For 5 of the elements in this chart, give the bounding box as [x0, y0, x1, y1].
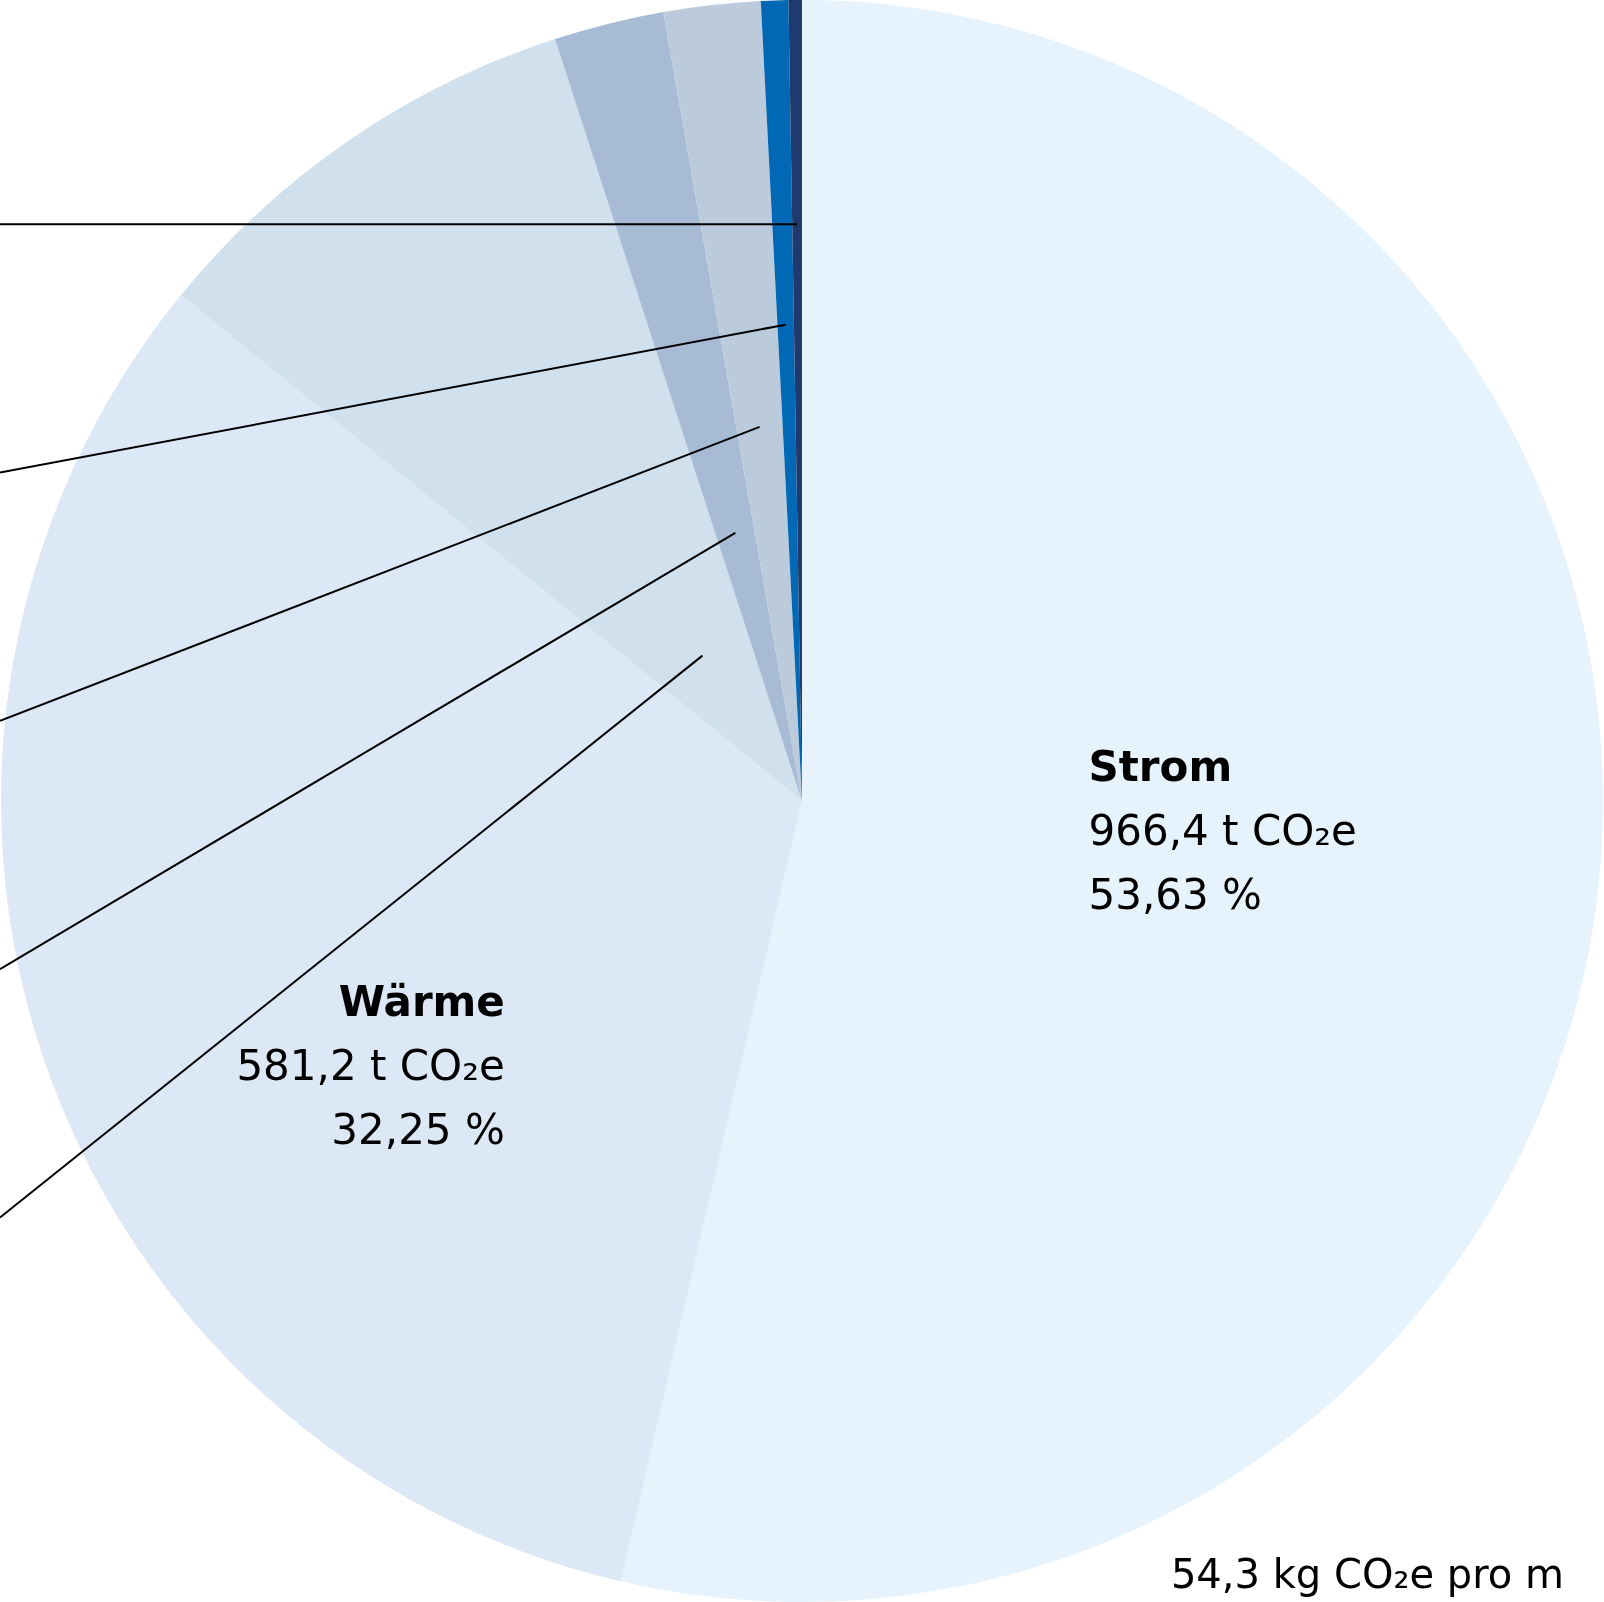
data-label: 581,2 t CO₂e 32,25 %	[236, 1041, 505, 1155]
data-label: 966,4 t CO₂e 53,63 %	[1088, 805, 1357, 919]
slice-label: Wärme	[338, 977, 505, 1027]
slice-label: Strom	[1088, 741, 1233, 791]
text: 54,3 kg CO₂e pro m	[1170, 1551, 1564, 1598]
